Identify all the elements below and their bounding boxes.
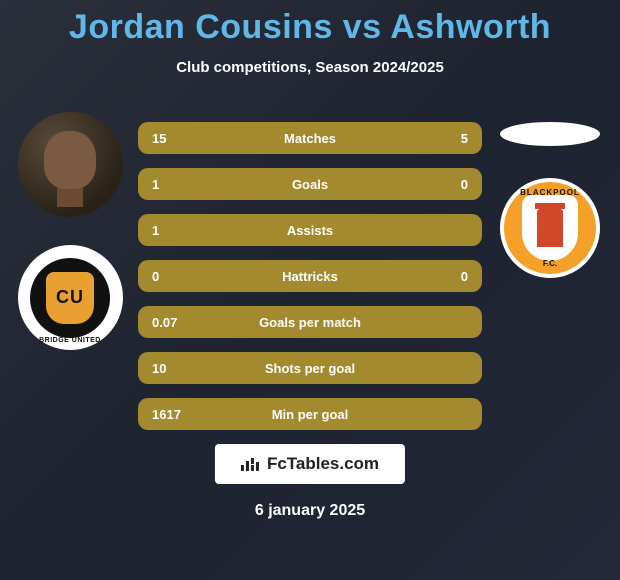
- stat-left-value: 10: [152, 361, 202, 376]
- stat-label: Matches: [202, 131, 418, 146]
- stat-right-value: 5: [418, 131, 468, 146]
- stat-left-value: 1617: [152, 407, 202, 422]
- stat-left-value: 0.07: [152, 315, 202, 330]
- page-title: Jordan Cousins vs Ashworth: [0, 0, 620, 47]
- stat-label: Goals: [202, 177, 418, 192]
- crest-label-top: BLACKPOOL: [504, 188, 596, 197]
- club-crest-right: BLACKPOOL F.C.: [500, 178, 600, 278]
- stat-left-value: 15: [152, 131, 202, 146]
- generated-date: 6 january 2025: [0, 502, 620, 520]
- stat-left-value: 1: [152, 177, 202, 192]
- stat-label: Assists: [202, 223, 418, 238]
- comparison-content: CU BRIDGE UNITED BLACKPOOL F.C. 15 Match…: [0, 112, 620, 432]
- stat-right-value: 0: [418, 177, 468, 192]
- stat-label: Min per goal: [202, 407, 418, 422]
- player-avatar: [18, 112, 123, 217]
- stat-row: 1 Assists: [138, 214, 482, 246]
- left-player-column: CU BRIDGE UNITED: [10, 112, 130, 350]
- bar-chart-icon: [241, 457, 259, 471]
- stat-label: Hattricks: [202, 269, 418, 284]
- stat-row: 15 Matches 5: [138, 122, 482, 154]
- crest-code: CU: [46, 272, 94, 324]
- stat-row: 0.07 Goals per match: [138, 306, 482, 338]
- crest-ring-text: BRIDGE UNITED: [18, 337, 123, 344]
- stat-row: 1 Goals 0: [138, 168, 482, 200]
- club-crest-left: CU BRIDGE UNITED: [18, 245, 123, 350]
- stat-row: 0 Hattricks 0: [138, 260, 482, 292]
- stat-row: 10 Shots per goal: [138, 352, 482, 384]
- stats-list: 15 Matches 5 1 Goals 0 1 Assists 0 Hattr…: [138, 122, 482, 430]
- stat-left-value: 1: [152, 223, 202, 238]
- brand-badge[interactable]: FcTables.com: [215, 444, 405, 484]
- right-player-column: BLACKPOOL F.C.: [490, 112, 610, 278]
- stat-label: Shots per goal: [202, 361, 418, 376]
- stat-left-value: 0: [152, 269, 202, 284]
- brand-text: FcTables.com: [267, 454, 379, 474]
- stat-right-value: 0: [418, 269, 468, 284]
- player-placeholder-ellipse: [500, 122, 600, 146]
- page-subtitle: Club competitions, Season 2024/2025: [0, 59, 620, 76]
- crest-label-bottom: F.C.: [504, 259, 596, 268]
- stat-row: 1617 Min per goal: [138, 398, 482, 430]
- stat-label: Goals per match: [202, 315, 418, 330]
